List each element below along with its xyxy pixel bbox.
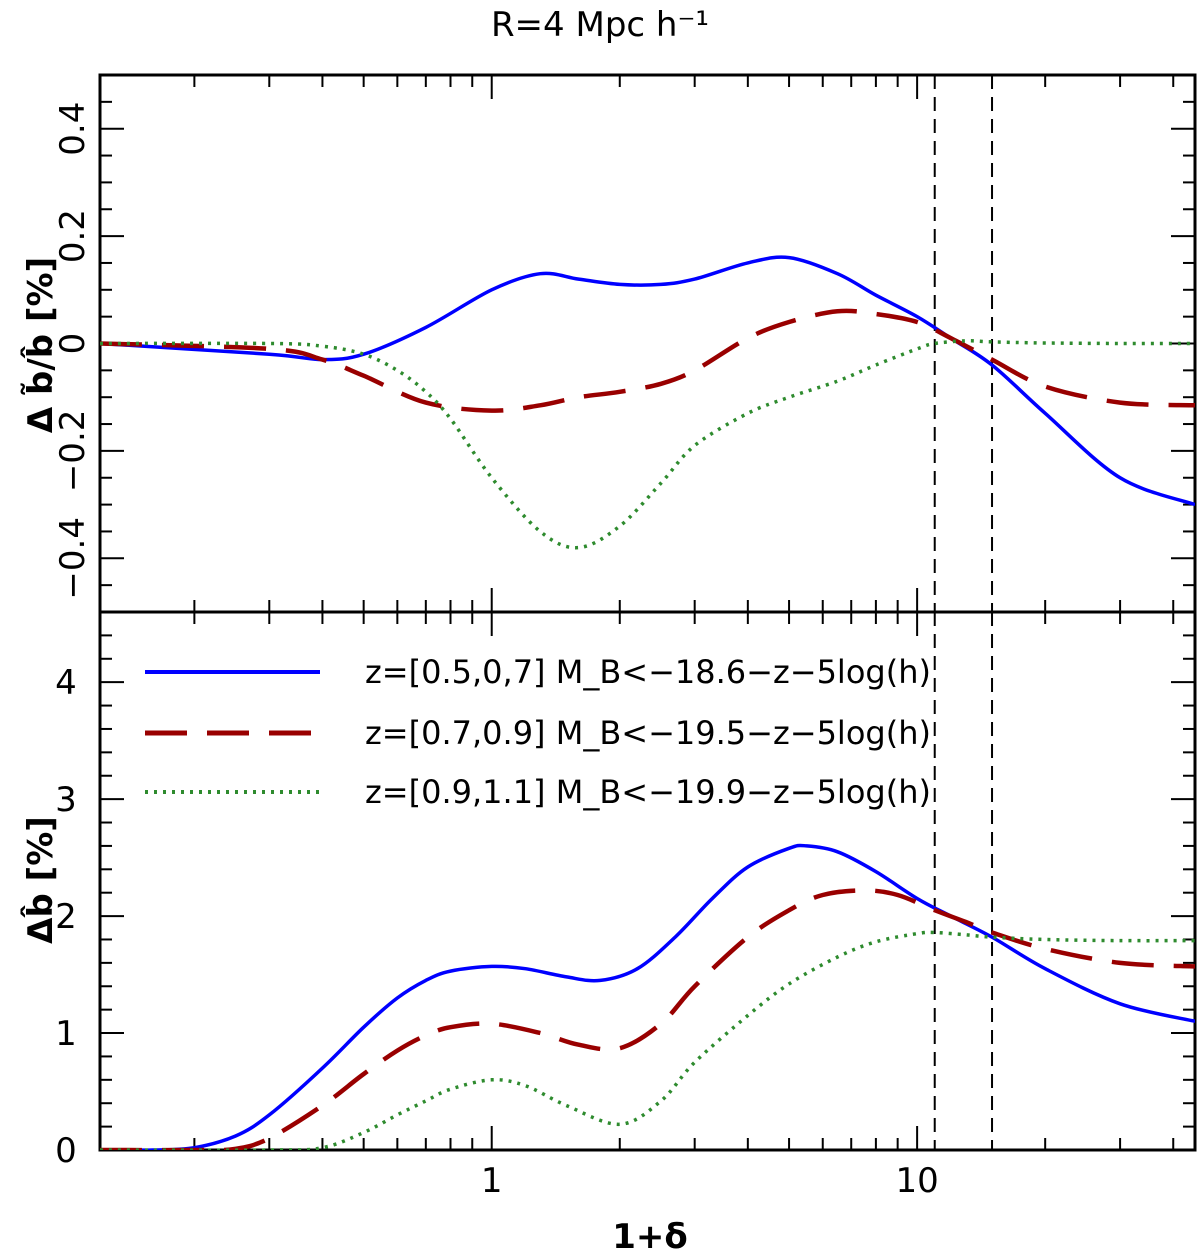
top-panel: −0.4 −0.2 0 0.2 0.4 xyxy=(53,73,1197,614)
top-y-tick-label: 0.4 xyxy=(53,102,93,156)
top-y-axis-label: Δ b̃/b̂ [%] xyxy=(20,257,61,433)
bottom-panel: 0 1 2 3 4 1 10 xyxy=(55,610,1197,1201)
top-y-tick-label: −0.4 xyxy=(53,517,93,600)
bottom-y-tick-label: 4 xyxy=(55,663,77,703)
bottom-y-tick-label: 2 xyxy=(55,897,77,937)
chart-title: R=4 Mpc h⁻¹ xyxy=(491,5,709,45)
bottom-series-green xyxy=(100,930,1195,1150)
x-axis-label: 1+δ xyxy=(612,1217,688,1256)
legend-label-blue: z=[0.5,0,7] M_B<−18.6−z−5log(h) xyxy=(365,653,931,691)
bottom-y-tick-label: 3 xyxy=(55,780,77,820)
top-series-green xyxy=(100,338,1195,550)
x-tick-label: 1 xyxy=(481,1161,503,1201)
x-tick-label: 10 xyxy=(895,1161,938,1201)
legend-label-green: z=[0.9,1.1] M_B<−19.9−z−5log(h) xyxy=(365,773,931,811)
top-y-tick-label: −0.2 xyxy=(53,410,93,493)
bottom-panel-frame xyxy=(98,610,1197,1152)
bottom-series-red xyxy=(100,888,1195,1150)
bottom-y-tick-label: 0 xyxy=(55,1131,77,1171)
top-y-tick-label: 0.2 xyxy=(53,209,93,263)
bottom-y-tick-label: 1 xyxy=(55,1014,77,1054)
legend-label-red: z=[0.7,0.9] M_B<−19.5−z−5log(h) xyxy=(365,714,931,752)
top-series-blue xyxy=(100,255,1195,507)
legend: z=[0.5,0,7] M_B<−18.6−z−5log(h) z=[0.7,0… xyxy=(145,653,931,811)
top-y-tick-label: 0 xyxy=(53,333,93,355)
bottom-y-axis-label: Δb̂ [%] xyxy=(20,816,61,944)
top-series-red xyxy=(100,308,1195,413)
bottom-series-blue xyxy=(100,843,1195,1150)
